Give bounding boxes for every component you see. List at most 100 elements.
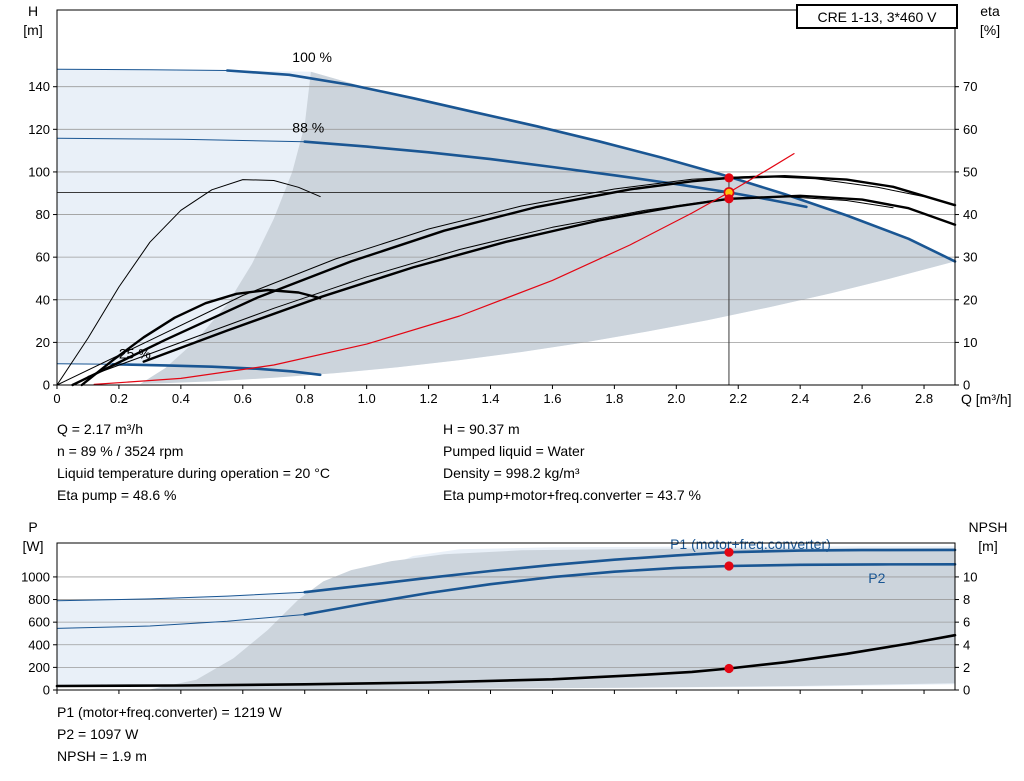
info-p1: P1 (motor+freq.converter) = 1219 W	[57, 704, 282, 720]
plot-frame	[56, 542, 956, 691]
y-right-tick-label: 8	[963, 592, 970, 607]
info-density: Density = 998.2 kg/m³	[443, 465, 580, 481]
duty-info-col1: Q = 2.17 m³/h n = 89 % / 3524 rpm Liquid…	[57, 418, 330, 506]
y-left-axis-label: P	[28, 520, 37, 535]
info-head: H = 90.37 m	[443, 421, 520, 437]
info-speed: n = 89 % / 3524 rpm	[57, 443, 184, 459]
duty-eta-total-marker	[724, 194, 734, 204]
y-right-tick-label: 4	[963, 637, 970, 652]
p1-curve	[303, 548, 957, 594]
qh-25pct-lead	[56, 363, 114, 365]
y-left-tick-label: 400	[28, 637, 50, 652]
duty-info-col2: H = 90.37 m Pumped liquid = Water Densit…	[443, 418, 701, 506]
info-eta-pump: Eta pump = 48.6 %	[57, 487, 177, 503]
info-liquid-temperature: Liquid temperature during operation = 20…	[57, 465, 330, 481]
power-npsh-chart: P1 (motor+freq.converter)P20200400600800…	[21, 520, 1008, 698]
y-left-tick-label: 120	[28, 122, 50, 137]
label-25pct: 25 %	[119, 345, 151, 361]
y-left-tick-label: 60	[36, 250, 50, 265]
x-tick-label: 1.8	[605, 391, 623, 406]
y-left-tick-label: 0	[43, 378, 50, 393]
y-left-tick-label: 1000	[21, 569, 50, 584]
qh-100pct-lead	[56, 68, 228, 71]
y-left-axis-label: H	[28, 3, 38, 19]
duty-p2-marker	[724, 561, 734, 571]
info-eta-total: Eta pump+motor+freq.converter = 43.7 %	[443, 487, 701, 503]
label-p2: P2	[868, 570, 885, 586]
y-right-axis-unit: [m]	[978, 538, 997, 554]
pump-model-box: CRE 1-13, 3*460 V	[796, 4, 958, 29]
y-right-tick-label: 6	[963, 615, 970, 630]
info-npsh: NPSH = 1.9 m	[57, 748, 147, 764]
y-left-tick-label: 0	[43, 683, 50, 698]
power-info-block: P1 (motor+freq.converter) = 1219 W P2 = …	[57, 701, 282, 767]
x-tick-label: 1.2	[420, 391, 438, 406]
eta-total-low-speed	[80, 288, 322, 387]
system-curve	[93, 153, 795, 385]
eta-pump-low-speed	[56, 179, 321, 386]
y-left-tick-label: 100	[28, 164, 50, 179]
qh-100pct	[226, 69, 957, 263]
duty-npsh-marker	[724, 663, 734, 674]
x-tick-label: 2.2	[729, 391, 747, 406]
x-tick-label: 2.6	[853, 391, 871, 406]
y-left-tick-label: 40	[36, 292, 50, 307]
x-tick-label: 1.4	[481, 391, 499, 406]
y-right-axis-unit: [%]	[980, 22, 1000, 38]
duty-eta-pump-marker	[724, 173, 734, 183]
x-tick-label: 1.6	[543, 391, 561, 406]
p1-lead	[56, 591, 306, 602]
x-tick-label: 2.8	[915, 391, 933, 406]
qh-88pct	[303, 140, 808, 209]
eta-total-max-speed	[87, 196, 894, 377]
p2-lead	[56, 614, 306, 629]
y-left-axis-unit: [W]	[23, 538, 44, 554]
y-right-tick-label: 60	[963, 122, 977, 137]
envelope-operating-power	[149, 548, 955, 690]
duty-p1-marker	[724, 547, 734, 557]
info-flow: Q = 2.17 m³/h	[57, 421, 143, 437]
envelope-operating	[140, 71, 956, 384]
npsh-curve	[55, 633, 957, 688]
y-right-tick-label: 70	[963, 79, 977, 94]
y-right-tick-label: 10	[963, 335, 977, 350]
y-left-tick-label: 800	[28, 592, 50, 607]
y-right-axis-label: NPSH	[969, 520, 1008, 535]
y-left-tick-label: 140	[28, 79, 50, 94]
label-100pct: 100 %	[292, 49, 332, 65]
info-pumped-liquid: Pumped liquid = Water	[443, 443, 585, 459]
y-right-tick-label: 20	[963, 292, 977, 307]
y-left-tick-label: 600	[28, 615, 50, 630]
y-right-tick-label: 30	[963, 250, 977, 265]
x-tick-label: 0.8	[296, 391, 314, 406]
y-right-tick-label: 0	[963, 378, 970, 393]
p2-curve	[303, 562, 957, 616]
pump-model-text: CRE 1-13, 3*460 V	[817, 8, 937, 25]
qh-88pct-lead	[56, 137, 306, 143]
y-right-tick-label: 2	[963, 660, 970, 675]
y-left-tick-label: 20	[36, 335, 50, 350]
label-88pct: 88 %	[292, 120, 324, 136]
plot-frame	[56, 9, 956, 386]
y-right-tick-label: 50	[963, 164, 977, 179]
y-left-tick-label: 80	[36, 207, 50, 222]
eta-pump-motor-freq	[142, 194, 957, 363]
x-tick-label: 0.2	[110, 391, 128, 406]
label-p1: P1 (motor+freq.converter)	[670, 536, 831, 552]
info-p2: P2 = 1097 W	[57, 726, 139, 742]
x-tick-label: 1.0	[358, 391, 376, 406]
qh-eta-chart: 100 % 88 % 25 % 0 0.2 0.4 0.6 0.8 1.0 1.2 1.4 1.6 1.…	[23, 3, 1012, 407]
y-right-axis-label: eta	[980, 3, 1000, 19]
x-axis-label: Q [m³/h]	[961, 391, 1012, 407]
y-left-tick-label: 200	[28, 660, 50, 675]
qh-25pct	[111, 362, 322, 377]
x-tick-label: 0	[53, 391, 60, 406]
eta-pump-max-speed	[56, 175, 925, 386]
y-left-axis-unit: [m]	[23, 22, 42, 38]
x-tick-label: 2.0	[667, 391, 685, 406]
y-right-tick-label: 10	[963, 569, 977, 584]
x-tick-label: 2.4	[791, 391, 809, 406]
eta-pump	[71, 174, 957, 387]
x-tick-label: 0.4	[172, 391, 190, 406]
